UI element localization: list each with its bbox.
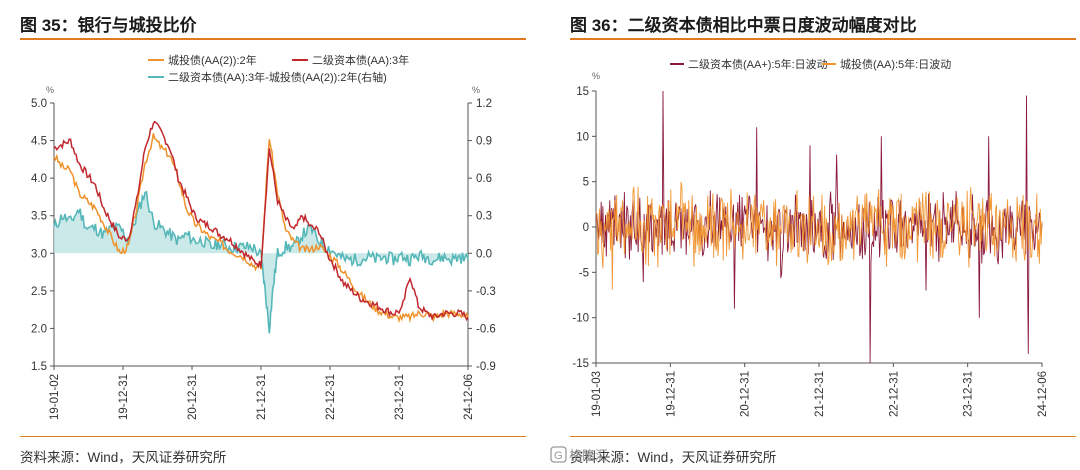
left-ytick-label-6: 2.0: [31, 323, 47, 335]
ytick-label-5: -10: [572, 313, 589, 325]
right-figure-title: 图 36：二级资本债相比中票日度波动幅度对比: [570, 16, 917, 35]
right-ytick-label-3: 0.3: [476, 211, 492, 223]
left-ytick-label-4: 3.0: [31, 248, 47, 260]
left-ytick-label-5: 2.5: [31, 286, 47, 298]
left-bottom-rule: [20, 436, 526, 437]
right-ytick-label-2: 0.6: [476, 173, 492, 185]
ytick-label-0: 15: [576, 86, 589, 98]
right-source-note: 资料来源：Wind，天风证券研究所: [570, 450, 777, 465]
left-xtick-label-6: 24-12-06: [463, 374, 475, 420]
legend-label-1: 城投债(AA(2)):2年: [168, 53, 257, 67]
left-ytick-label-0: 5.0: [31, 98, 47, 110]
xtick-label-5: 23-12-31: [963, 371, 975, 417]
series-city-bond-volatility-line: [595, 181, 1043, 290]
right-ytick-label-1: 0.9: [476, 136, 492, 148]
series-tier2-bond-line: [53, 120, 469, 322]
ytick-label-6: -15: [572, 358, 589, 370]
svg-text:G: G: [554, 450, 563, 462]
xtick-label-2: 20-12-31: [740, 371, 752, 417]
series-city-bond-line: [53, 133, 469, 324]
left-xtick-label-3: 21-12-31: [256, 374, 268, 420]
right-chart: 二级资本债(AA+):5年:日波动 城投债(AA):5年:日波动%15 10 5 0 -5…: [572, 57, 1049, 417]
right-title-rule: [570, 38, 1076, 40]
legend-label-2: 城投债(AA):5年:日波动: [840, 57, 951, 71]
right-bottom-rule: [570, 436, 1076, 437]
left-xtick-label-2: 20-12-31: [187, 374, 199, 420]
left-ytick-label-3: 3.5: [31, 211, 47, 223]
left-xtick-label-5: 23-12-31: [394, 374, 406, 420]
ytick-label-4: -5: [579, 267, 589, 279]
right-axis-unit: %: [472, 85, 480, 95]
ytick-label-3: 0: [583, 222, 589, 234]
left-chart: 城投债(AA(2)):2年 二级资本债(AA):3年二级资本债(AA):3年-城投…: [31, 53, 496, 420]
left-figure-panel: 图 35：银行与城投比价 城投债(AA(2)):2年 二级资本债(AA):3年二级…: [0, 0, 530, 470]
legend-label-3: 二级资本债(AA):3年-城投债(AA(2)):2年(右轴): [168, 70, 387, 84]
xtick-label-0: 19-01-03: [591, 371, 603, 417]
xtick-label-6: 24-12-06: [1037, 371, 1049, 417]
right-ytick-label-7: -0.9: [476, 361, 496, 373]
xtick-label-3: 21-12-31: [814, 371, 826, 417]
left-title-rule: [20, 38, 526, 40]
watermark-logo: G 格隆汇: [550, 446, 608, 463]
left-ytick-label-1: 4.5: [31, 136, 47, 148]
left-xtick-label-4: 22-12-31: [325, 374, 337, 420]
legend-label-2: 二级资本债(AA):3年: [312, 53, 409, 67]
right-ytick-label-4: 0.0: [476, 248, 492, 260]
ytick-label-2: 5: [583, 177, 589, 189]
left-source-note: 资料来源：Wind，天风证券研究所: [20, 450, 227, 465]
legend-label-1: 二级资本债(AA+):5年:日波动: [688, 57, 828, 71]
xtick-label-4: 22-12-31: [888, 371, 900, 417]
left-ytick-label-7: 1.5: [31, 361, 47, 373]
y-axis-unit: %: [592, 71, 600, 81]
left-ytick-label-2: 4.0: [31, 173, 47, 185]
right-ytick-label-5: -0.3: [476, 286, 496, 298]
ytick-label-1: 10: [576, 131, 589, 143]
right-figure-panel: 图 36：二级资本债相比中票日度波动幅度对比 二级资本债(AA+):5年:日波动…: [550, 0, 1080, 470]
left-xtick-label-1: 19-12-31: [118, 374, 130, 420]
right-ytick-label-0: 1.2: [476, 98, 492, 110]
left-figure-title: 图 35：银行与城投比价: [20, 16, 197, 35]
right-ytick-label-6: -0.6: [476, 323, 496, 335]
watermark-text: 格隆汇: [569, 448, 608, 463]
xtick-label-1: 19-12-31: [665, 371, 677, 417]
left-axis-unit: %: [46, 85, 54, 95]
left-xtick-label-0: 19-01-02: [49, 374, 61, 420]
